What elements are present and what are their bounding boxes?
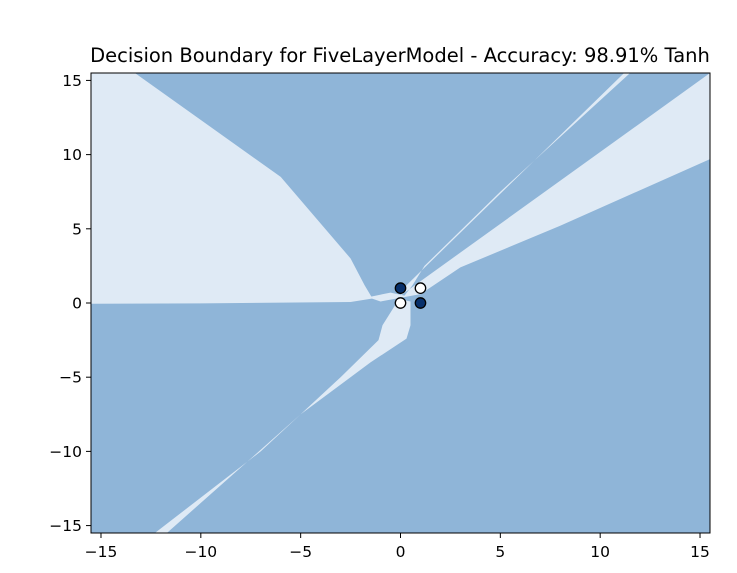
y-tick-label: −10 bbox=[49, 443, 82, 461]
y-tick-label: −15 bbox=[49, 517, 82, 535]
upper-left-light-region bbox=[91, 73, 373, 304]
plot-area bbox=[91, 73, 710, 533]
data-point-class0 bbox=[414, 282, 427, 295]
y-tick-label: 5 bbox=[72, 220, 82, 238]
data-point-class0 bbox=[394, 297, 407, 309]
x-tick-label: 0 bbox=[396, 543, 406, 561]
axes: −15 −10 −5 0 5 10 15 −15 −10 −5 0 5 10 15 bbox=[49, 72, 711, 561]
data-point-class1 bbox=[414, 297, 427, 309]
y-tick-label: 15 bbox=[62, 72, 82, 90]
y-tick-label: −5 bbox=[59, 369, 82, 387]
x-tick-label: −15 bbox=[85, 543, 118, 561]
y-tick-label: 10 bbox=[62, 146, 82, 164]
y-tick-label: 0 bbox=[72, 295, 82, 313]
chart-title: Decision Boundary for FiveLayerModel - A… bbox=[90, 44, 710, 67]
x-tick-label: −5 bbox=[289, 543, 312, 561]
x-tick-label: 10 bbox=[590, 543, 610, 561]
x-tick-label: −10 bbox=[184, 543, 217, 561]
x-tick-label: 5 bbox=[495, 543, 505, 561]
central-light-band bbox=[154, 73, 710, 533]
x-tick-label: 15 bbox=[690, 543, 710, 561]
data-point-class1 bbox=[394, 282, 407, 295]
